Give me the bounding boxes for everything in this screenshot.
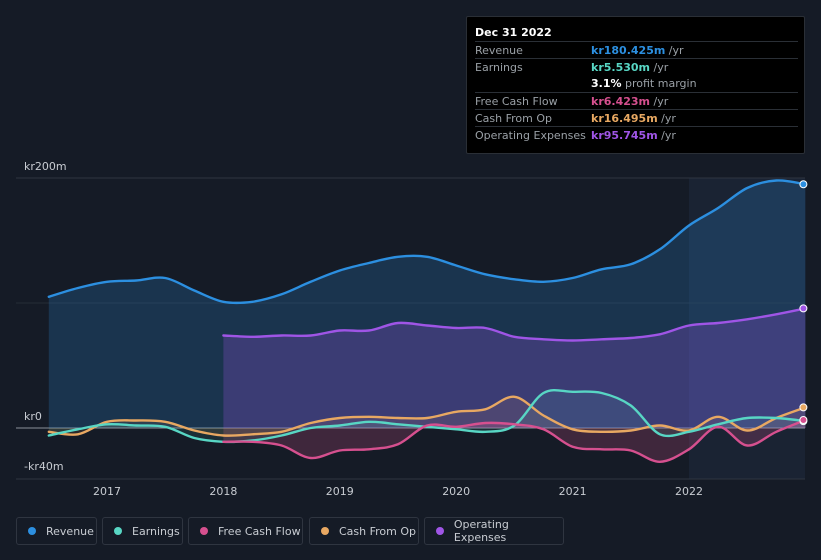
- tooltip-row-margin: 3.1% profit margin: [475, 75, 798, 92]
- x-tick-label: 2018: [209, 485, 237, 498]
- tooltip-value: kr16.495m /yr: [591, 112, 676, 125]
- revenue-dot-icon: [28, 527, 36, 535]
- tooltip-row-revenue: Revenue kr180.425m /yr: [475, 41, 798, 59]
- legend-item-revenue[interactable]: Revenue: [16, 517, 97, 545]
- chart-background: [16, 177, 805, 480]
- chart-end-dots: [799, 180, 808, 426]
- x-tick-label: 2022: [675, 485, 703, 498]
- free-cash-flow-area: [223, 420, 806, 462]
- free-cash-flow-line: [222, 418, 807, 464]
- earnings-area: [48, 390, 806, 442]
- revenue-area: [48, 180, 806, 428]
- chart-areas: [48, 180, 806, 462]
- legend-label: Cash From Op: [339, 524, 417, 538]
- tooltip-label: Cash From Op: [475, 112, 553, 125]
- earnings-dot-icon: [114, 527, 122, 535]
- legend-label: Revenue: [46, 524, 94, 538]
- x-tick-label: 2019: [326, 485, 354, 498]
- tooltip-row-operating-expenses: Operating Expenses kr95.745m /yr: [475, 126, 798, 144]
- tooltip-value: kr6.423m /yr: [591, 95, 669, 108]
- revenue-end-point: [799, 180, 808, 189]
- tooltip-value: 3.1% profit margin: [591, 77, 697, 90]
- tooltip-date: Dec 31 2022: [475, 26, 552, 39]
- tooltip-row-earnings: Earnings kr5.530m /yr: [475, 58, 798, 76]
- free-cash-flow-dot-icon: [200, 527, 208, 535]
- y-axis-label: -kr40m: [24, 460, 64, 473]
- cash-from-op-dot-icon: [321, 527, 329, 535]
- legend-label: Earnings: [132, 524, 180, 538]
- legend-item-operating-expenses[interactable]: Operating Expenses: [424, 517, 564, 545]
- legend-item-cash-from-op[interactable]: Cash From Op: [309, 517, 419, 545]
- x-tick-label: 2021: [559, 485, 587, 498]
- tooltip-panel: Dec 31 2022 Revenue kr180.425m /yr Earni…: [466, 16, 805, 154]
- legend-item-earnings[interactable]: Earnings: [102, 517, 183, 545]
- operating-expenses-dot-icon: [436, 527, 444, 535]
- tooltip-label: Revenue: [475, 44, 523, 57]
- tooltip-value: kr95.745m /yr: [591, 129, 676, 142]
- x-tick-label: 2020: [442, 485, 470, 498]
- legend-item-free-cash-flow[interactable]: Free Cash Flow: [188, 517, 303, 545]
- operating-expenses-line: [222, 307, 807, 342]
- tooltip-row-cash-from-op: Cash From Op kr16.495m /yr: [475, 109, 798, 127]
- revenue-line: [47, 179, 807, 305]
- cash-from-op-line: [47, 395, 807, 437]
- operating-expenses-area: [223, 308, 806, 428]
- legend-label: Operating Expenses: [453, 518, 509, 544]
- earnings-line: [47, 388, 807, 444]
- chart-axes: kr200m kr0 -kr40m 2017 2018 2019 2020 2021 2022: [24, 160, 703, 498]
- tooltip-label: Earnings: [475, 61, 523, 74]
- x-tick-label: 2017: [93, 485, 121, 498]
- y-axis-label: kr0: [24, 410, 42, 423]
- free-cash-flow-end-point: [799, 416, 808, 424]
- chart-lines: [47, 179, 807, 464]
- tooltip-row-free-cash-flow: Free Cash Flow kr6.423m /yr: [475, 92, 798, 110]
- y-axis-label: kr200m: [24, 160, 67, 173]
- legend-label: Free Cash Flow: [218, 524, 301, 538]
- tooltip-label: Free Cash Flow: [475, 95, 558, 108]
- cash-from-op-end-point: [799, 403, 808, 412]
- operating-expenses-end-point: [799, 304, 808, 313]
- tooltip-label: Operating Expenses: [475, 129, 586, 142]
- chart-svg: kr200m kr0 -kr40m 2017 2018 2019 2020 2021 2022: [16, 160, 808, 498]
- tooltip-value: kr5.530m /yr: [591, 61, 669, 74]
- tooltip-value: kr180.425m /yr: [591, 44, 684, 57]
